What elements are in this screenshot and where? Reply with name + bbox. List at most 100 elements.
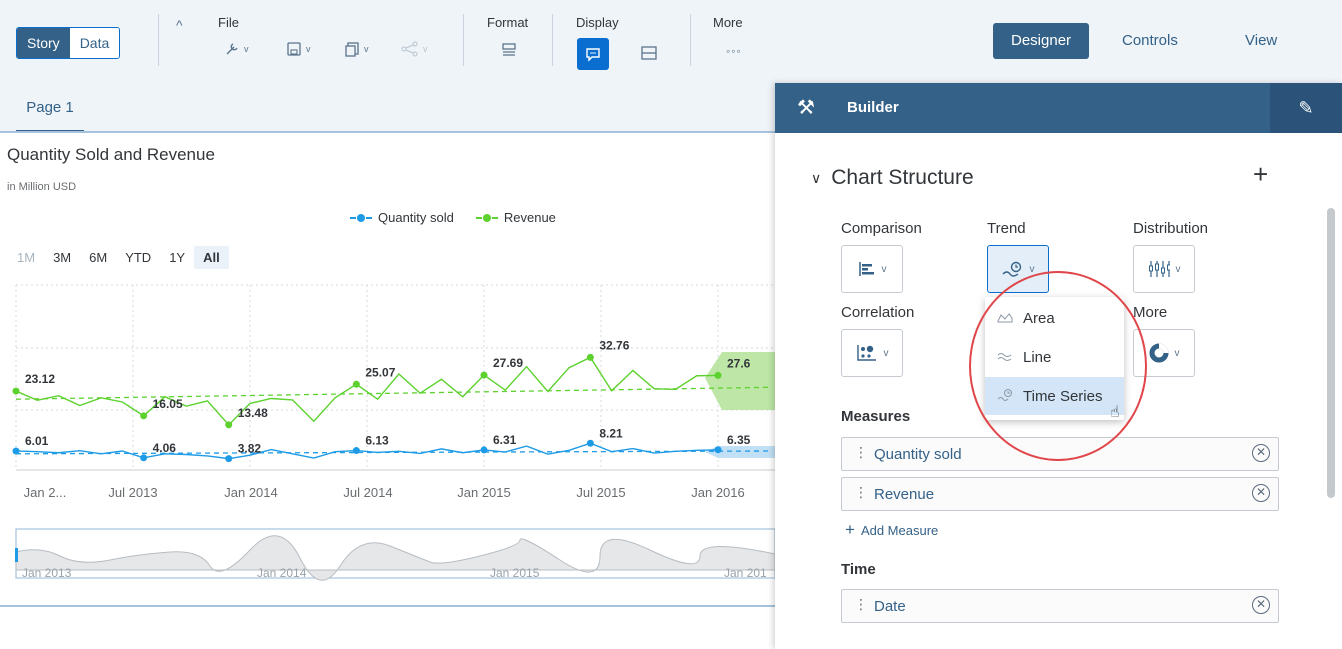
range-all[interactable]: All [194, 246, 229, 269]
x-axis-tick-label: Jan 2014 [224, 485, 278, 500]
plus-icon: + [845, 520, 855, 539]
revenue-point [714, 371, 722, 379]
range-ytd[interactable]: YTD [125, 250, 152, 265]
more-group-label: More [713, 15, 743, 30]
more-overflow-icon[interactable]: ◦◦◦ [726, 44, 742, 58]
time-series-chart[interactable]: 23.12 16.05 13.48 25.07 27.69 32.76 27.6 6.01 4.… [0, 270, 775, 590]
split-view-icon[interactable] [641, 46, 657, 60]
navigator-area [15, 535, 775, 581]
styling-brush-icon[interactable]: ✎ [1270, 83, 1342, 133]
tab-designer[interactable]: Designer [993, 23, 1090, 59]
quantity-sold-data-label: 6.35 [727, 433, 751, 447]
comment-icon[interactable] [577, 38, 609, 70]
quantity-sold-point [714, 446, 722, 454]
chevron-down-icon: ∨ [811, 169, 822, 186]
measures-section-label: Measures [841, 408, 911, 425]
quantity-sold-data-label: 6.13 [365, 434, 389, 448]
collapse-chevron-up-icon[interactable]: ^ [176, 17, 183, 33]
format-layout-icon[interactable] [501, 42, 517, 58]
correlation-chart-button[interactable]: v [841, 329, 903, 377]
x-axis-tick-label: Jan 2... [24, 485, 67, 500]
legend-marker-icon [475, 213, 498, 223]
x-axis-tick-label: Jan 2016 [691, 485, 745, 500]
chart-structure-title: Chart Structure [831, 166, 974, 189]
highlight-circle [969, 271, 1147, 461]
time-token-date[interactable]: ⋮ Date ✕ [841, 589, 1279, 623]
legend-label: Quantity sold [378, 210, 454, 225]
legend-item-quantity[interactable]: Quantity sold [350, 210, 454, 225]
range-1m[interactable]: 1M [17, 250, 36, 265]
quantity-sold-data-label: 6.01 [25, 434, 49, 448]
measure-token-revenue[interactable]: ⋮ Revenue ✕ [841, 477, 1279, 511]
builder-title: Builder [847, 99, 899, 116]
quantity-sold-point [12, 447, 20, 455]
format-group-label: Format [487, 15, 529, 30]
revenue-data-label: 27.6 [727, 356, 751, 370]
legend-item-revenue[interactable]: Revenue [475, 210, 556, 225]
chart-structure-header[interactable]: ∨ Chart Structure [811, 166, 974, 190]
copy-icon[interactable]: v [344, 41, 369, 57]
measure-label: Quantity sold [874, 446, 962, 463]
remove-icon[interactable]: ✕ [1252, 484, 1270, 502]
range-6m[interactable]: 6M [89, 250, 108, 265]
range-3m[interactable]: 3M [53, 250, 72, 265]
range-1y[interactable]: 1Y [169, 250, 186, 265]
navigator-tick-label: Jan 201 [724, 566, 767, 580]
navigator-tick-label: Jan 2015 [490, 566, 540, 580]
quantity-sold-point [352, 447, 360, 455]
main-toolbar: Story Data ^ File v v v v Format Display… [0, 0, 1342, 83]
revenue-data-label: 25.07 [365, 365, 395, 379]
revenue-series-line [15, 356, 719, 426]
story-data-toggle[interactable]: Story Data [16, 27, 121, 59]
category-distribution-label: Distribution [1133, 220, 1209, 237]
quantity-forecast-band [705, 446, 775, 458]
panel-scrollbar[interactable] [1327, 208, 1335, 498]
toolbar-divider [690, 14, 691, 66]
save-icon[interactable]: v [286, 41, 311, 57]
remove-icon[interactable]: ✕ [1252, 444, 1270, 462]
tools-wrench-icon[interactable]: v [224, 41, 249, 57]
revenue-data-label: 16.05 [153, 397, 183, 411]
legend-marker-icon [350, 213, 372, 223]
donut-chart-icon [1149, 343, 1168, 363]
drag-handle-icon[interactable]: ⋮ [854, 444, 868, 460]
builder-header: ⚒ Builder ✎ [775, 83, 1342, 133]
remove-icon[interactable]: ✕ [1252, 596, 1270, 614]
box-plot-icon [1148, 261, 1170, 277]
comparison-chart-button[interactable]: v [841, 245, 903, 293]
navigator-tick-label: Jan 2013 [22, 566, 72, 580]
tab-view[interactable]: View [1245, 32, 1278, 49]
quantity-sold-point [225, 455, 233, 463]
quantity-sold-point [140, 454, 148, 462]
x-axis-tick-label: Jul 2013 [108, 485, 157, 500]
x-axis-tick-label: Jan 2015 [457, 485, 511, 500]
revenue-point [12, 387, 20, 395]
tab-controls[interactable]: Controls [1122, 32, 1178, 49]
drag-handle-icon[interactable]: ⋮ [854, 596, 868, 612]
toolbar-divider [463, 14, 464, 66]
distribution-chart-button[interactable]: v [1133, 245, 1195, 293]
drag-handle-icon[interactable]: ⋮ [854, 484, 868, 500]
time-section-label: Time [841, 561, 876, 578]
revenue-point [140, 412, 148, 420]
revenue-data-label: 27.69 [493, 356, 523, 370]
add-measure-link[interactable]: + Add Measure [845, 520, 938, 540]
display-group-label: Display [576, 15, 619, 30]
share-icon[interactable]: v [401, 41, 428, 57]
tab-page-1[interactable]: Page 1 [16, 83, 84, 133]
revenue-data-label: 13.48 [238, 406, 268, 420]
x-axis-tick-label: Jul 2014 [343, 485, 392, 500]
revenue-data-label: 32.76 [599, 338, 629, 352]
x-axis-tick-label: Jul 2015 [576, 485, 625, 500]
time-series-icon [1002, 261, 1021, 277]
story-button[interactable]: Story [17, 28, 70, 58]
builder-tools-icon: ⚒ [797, 97, 815, 119]
revenue-point [225, 421, 233, 429]
category-correlation-label: Correlation [841, 304, 915, 321]
navigator-tick-label: Jan 2014 [257, 566, 307, 580]
category-trend-label: Trend [987, 220, 1026, 237]
category-more-label: More [1133, 304, 1168, 321]
add-chart-icon[interactable]: + [1253, 159, 1269, 189]
data-button[interactable]: Data [69, 28, 120, 58]
quantity-sold-point [586, 439, 594, 447]
